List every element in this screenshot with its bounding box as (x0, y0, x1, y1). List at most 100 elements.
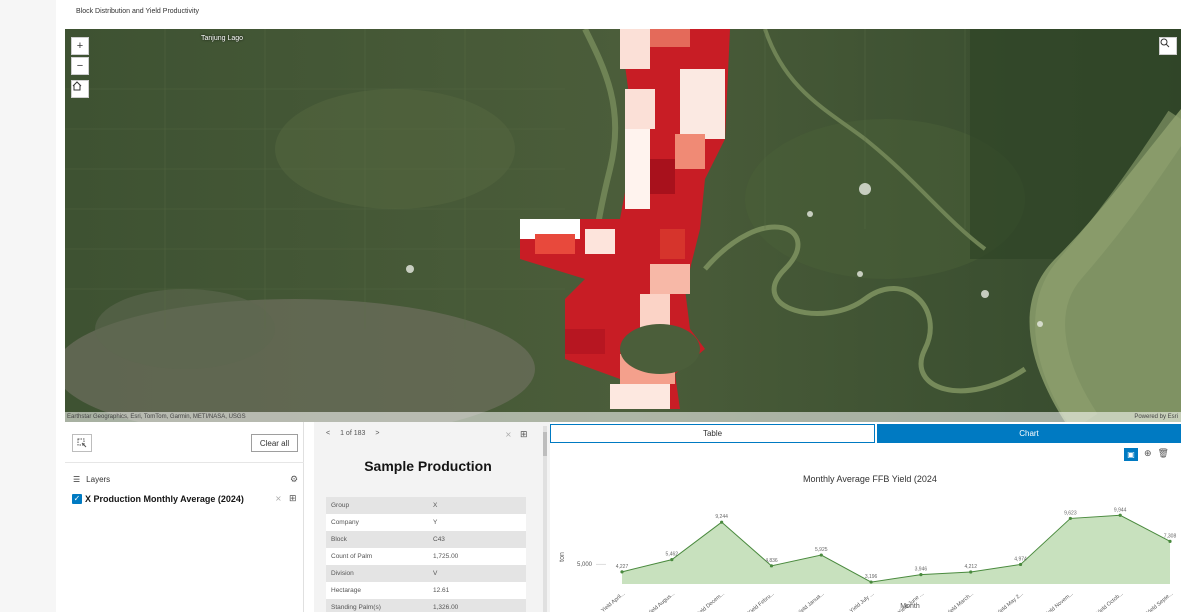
x-tick-label: Yield Octob... (1095, 591, 1124, 612)
select-icon (77, 438, 87, 448)
data-label: 5,925 (815, 547, 828, 553)
layers-heading: ☰ Layers (73, 475, 110, 484)
attribute-row: Company Y (326, 514, 526, 531)
zoom-icon[interactable]: ⊕ (1144, 448, 1152, 458)
layers-icon: ☰ (73, 475, 81, 484)
data-point (670, 558, 674, 562)
attribute-key: Count of Palm (326, 548, 428, 565)
layer-item[interactable]: ✓ X Production Monthly Average (2024) (72, 494, 244, 504)
data-point (869, 580, 873, 584)
attribute-row: Division V (326, 565, 526, 582)
data-point (969, 570, 973, 574)
x-tick-label: Yield Septe... (1146, 591, 1175, 612)
x-tick-label: Yield Novem... (1044, 591, 1075, 612)
attribute-key: Hectarage (326, 582, 428, 599)
chart-toolbar: ▣ ⊕ 🗑 (1124, 448, 1169, 461)
series-line (621, 514, 1171, 583)
trash-icon[interactable]: 🗑 (1157, 448, 1169, 458)
layer-list-panel: Clear all ☰ Layers ⚙ ✓ X Production Mont… (65, 422, 304, 612)
data-point (620, 570, 624, 574)
tab-table[interactable]: Table (550, 424, 875, 443)
satellite-imagery (65, 29, 1181, 422)
production-blocks-layer (520, 29, 730, 409)
feature-popup-panel: < 1 of 183 > ⨯ ⊞ Sample Production Group… (314, 422, 550, 612)
dashboard: Block Distribution and Yield Productivit… (56, 0, 1181, 612)
attribute-key: Division (326, 565, 428, 582)
x-tick-label: Yield July ... (849, 591, 876, 612)
data-point (720, 520, 724, 524)
data-label: 4,212 (964, 564, 977, 570)
attribution-text: Earthstar Geographics, Esri, TomTom, Gar… (67, 414, 246, 420)
prev-feature-button[interactable]: < (326, 430, 331, 437)
grid-icon[interactable]: ⊞ (520, 429, 528, 439)
data-point (919, 573, 923, 577)
home-button[interactable] (71, 80, 89, 98)
data-label: 5,462 (666, 552, 679, 558)
zoom-in-button[interactable]: + (71, 37, 89, 55)
y-tick-label: 5,000 (577, 562, 593, 568)
data-label: 7,308 (1164, 533, 1177, 539)
attribute-row: Count of Palm 1,725.00 (326, 548, 526, 565)
chart-title: Monthly Average FFB Yield (2024 (803, 474, 937, 484)
map-view[interactable]: Tanjung Lago + − Earthstar Geographics, … (65, 29, 1181, 422)
chart-svg: Monthly Average FFB Yield (2024 ton 5,000 4… (559, 474, 1177, 612)
x-tick-label: Yield May 2... (996, 591, 1026, 612)
data-point (1118, 513, 1122, 517)
attribute-key: Standing Palm(s) (326, 599, 428, 612)
clear-all-button[interactable]: Clear all (251, 434, 298, 452)
x-tick-label: Yield Augus... (647, 591, 677, 612)
select-features-button[interactable] (72, 434, 92, 452)
attribute-key: Group (326, 497, 428, 514)
attribute-table: Group X Company Y Block C43 Count of Palm 1,725… (326, 497, 526, 612)
attribute-row: Hectarage 12.61 (326, 582, 526, 599)
tab-chart[interactable]: Chart (877, 424, 1181, 443)
clear-selection-icon[interactable]: ⨯ (275, 494, 282, 503)
grid-icon[interactable]: ⊞ (289, 493, 297, 503)
map-attribution: Earthstar Geographics, Esri, TomTom, Gar… (65, 412, 1181, 422)
attribute-value: C43 (428, 531, 526, 548)
data-label: 9,244 (715, 514, 728, 520)
attribute-row: Standing Palm(s) 1,326.00 (326, 599, 526, 612)
data-point (819, 553, 823, 557)
scrollbar-thumb[interactable] (543, 432, 547, 456)
feature-title: Sample Production (364, 458, 492, 474)
attribute-value: X (428, 497, 526, 514)
home-icon (72, 81, 82, 91)
layer-visibility-checkbox[interactable]: ✓ (72, 494, 82, 504)
attribute-value: V (428, 565, 526, 582)
zoom-out-button[interactable]: − (71, 57, 89, 75)
data-label: 4,227 (616, 564, 629, 570)
x-tick-label: Yield Decem... (695, 591, 726, 612)
y-axis-label: ton (559, 552, 566, 562)
layer-name: X Production Monthly Average (2024) (85, 494, 244, 504)
left-gutter (0, 0, 56, 612)
clear-selection-icon[interactable]: ⨯ (505, 430, 512, 439)
attribute-value: Y (428, 514, 526, 531)
chart-panel: Table Chart ▣ ⊕ 🗑 Monthly Average FFB Yi… (550, 422, 1181, 612)
data-label: 3,196 (865, 574, 878, 580)
attribute-key: Company (326, 514, 428, 531)
data-point (1068, 516, 1072, 521)
attribute-row: Group X (326, 497, 526, 514)
map-search-button[interactable] (1159, 37, 1177, 55)
data-label: 4,974 (1014, 556, 1027, 562)
next-feature-button[interactable]: > (375, 430, 380, 437)
attribute-value: 12.61 (428, 582, 526, 599)
data-label: 9,944 (1114, 507, 1127, 513)
divider (65, 462, 304, 463)
x-tick-label: Yield March... (946, 591, 976, 612)
attribute-value: 1,725.00 (428, 548, 526, 565)
powered-by-text[interactable]: Powered by Esri (1134, 414, 1178, 420)
attribute-row: Block C43 (326, 531, 526, 548)
feature-panel-scrollbar[interactable] (543, 426, 547, 612)
data-point (1018, 562, 1023, 567)
x-tick-label: Yield Febru... (747, 591, 776, 612)
data-point (769, 564, 774, 568)
attribute-key: Block (326, 531, 428, 548)
select-tool-icon[interactable]: ▣ (1124, 448, 1138, 461)
feature-pager: < 1 of 183 > (326, 430, 380, 437)
search-icon (1160, 38, 1170, 48)
series-area (622, 515, 1170, 584)
layer-options-icon[interactable]: ⚙ (290, 474, 299, 484)
